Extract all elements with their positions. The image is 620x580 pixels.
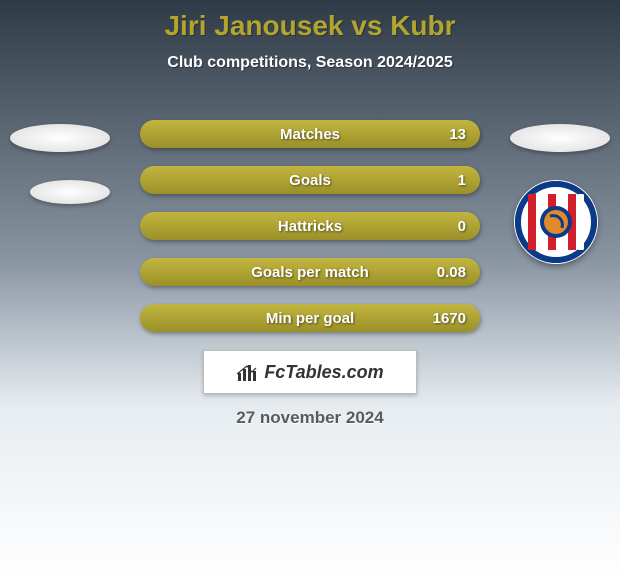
stat-right-value: 0 <box>458 218 466 235</box>
bar-chart-icon <box>236 361 258 383</box>
stat-label: Goals per match <box>251 264 369 281</box>
stat-label: Matches <box>280 126 340 143</box>
player1-name: Jiri Janousek <box>164 10 343 41</box>
stat-label: Min per goal <box>266 310 354 327</box>
stat-label: Hattricks <box>278 218 342 235</box>
subtitle: Club competitions, Season 2024/2025 <box>0 54 620 72</box>
stat-row-goals: Goals 1 <box>140 166 480 194</box>
stat-row-min-per-goal: Min per goal 1670 <box>140 304 480 332</box>
stat-row-matches: Matches 13 <box>140 120 480 148</box>
fctables-watermark: FcTables.com <box>203 350 417 394</box>
stat-right-value: 13 <box>449 126 466 143</box>
stat-row-hattricks: Hattricks 0 <box>140 212 480 240</box>
stat-label: Goals <box>289 172 331 189</box>
player2-name: Kubr <box>390 10 455 41</box>
vs-text: vs <box>351 10 382 41</box>
stat-right-value: 1 <box>458 172 466 189</box>
snapshot-date: 27 november 2024 <box>0 408 620 428</box>
comparison-title: Jiri Janousek vs Kubr <box>0 0 620 42</box>
stat-right-value: 0.08 <box>437 264 466 281</box>
stat-row-goals-per-match: Goals per match 0.08 <box>140 258 480 286</box>
fctables-brand-text: FcTables.com <box>264 362 383 383</box>
stat-right-value: 1670 <box>433 310 466 327</box>
stats-container: Matches 13 Goals 1 Hattricks 0 Goals per… <box>0 120 620 332</box>
